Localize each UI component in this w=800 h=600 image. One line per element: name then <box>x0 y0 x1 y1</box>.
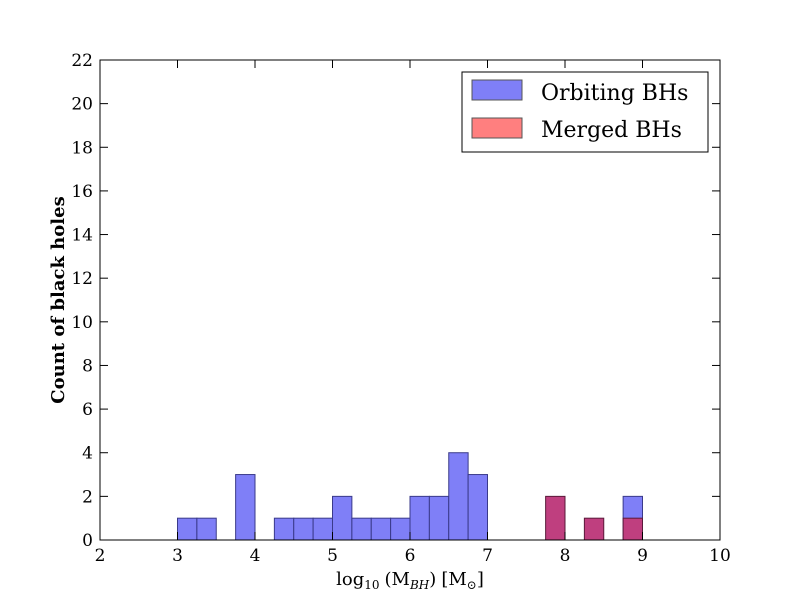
bar-orbiting <box>467 474 488 541</box>
legend-swatch-merged <box>471 117 523 139</box>
x-tick-label: 10 <box>709 546 731 566</box>
bar-orbiting <box>409 495 430 541</box>
x-tick-label: 7 <box>482 546 493 566</box>
bar-merged <box>583 517 605 541</box>
bar-orbiting <box>312 517 333 541</box>
y-tick-label: 8 <box>82 356 93 376</box>
x-tick-label: 5 <box>327 546 338 566</box>
bars-layer <box>177 452 643 541</box>
y-axis-label: Count of black holes <box>48 196 69 403</box>
y-tick-label: 20 <box>71 95 93 115</box>
bar-orbiting <box>293 517 314 541</box>
x-tick-label: 3 <box>172 546 183 566</box>
x-tick-label: 9 <box>637 546 648 566</box>
y-tick-label: 14 <box>71 226 93 246</box>
bar-orbiting <box>448 452 469 541</box>
bar-merged <box>545 495 566 541</box>
bar-orbiting <box>196 517 217 541</box>
y-tick-label: 22 <box>71 51 93 71</box>
y-tick-label: 2 <box>82 487 93 507</box>
x-tick-label: 4 <box>250 546 261 566</box>
y-tick-label: 0 <box>82 531 93 551</box>
y-tick-label: 6 <box>82 400 93 420</box>
bar-orbiting <box>235 474 256 541</box>
legend-swatch-orbiting <box>471 79 523 101</box>
bar-orbiting <box>351 517 372 541</box>
x-axis-label: log10 (MBH) [M⊙] <box>336 569 484 592</box>
y-tick-label: 4 <box>82 444 93 464</box>
bar-orbiting <box>390 517 411 541</box>
bar-orbiting <box>370 517 392 541</box>
bar-orbiting <box>332 495 353 541</box>
legend-label-merged: Merged BHs <box>541 118 682 143</box>
x-tick-label: 8 <box>560 546 571 566</box>
y-tick-label: 10 <box>71 313 93 333</box>
bar-orbiting <box>273 517 295 541</box>
x-tick-label: 6 <box>405 546 416 566</box>
bar-orbiting <box>177 517 198 541</box>
bar-orbiting <box>428 495 450 541</box>
y-tick-label: 18 <box>71 138 93 158</box>
y-tick-label: 12 <box>71 269 93 289</box>
x-tick-label: 2 <box>95 546 106 566</box>
legend: Orbiting BHs Merged BHs <box>461 71 709 153</box>
bar-merged <box>622 517 643 541</box>
legend-label-orbiting: Orbiting BHs <box>541 81 688 106</box>
y-tick-label: 16 <box>71 182 93 202</box>
